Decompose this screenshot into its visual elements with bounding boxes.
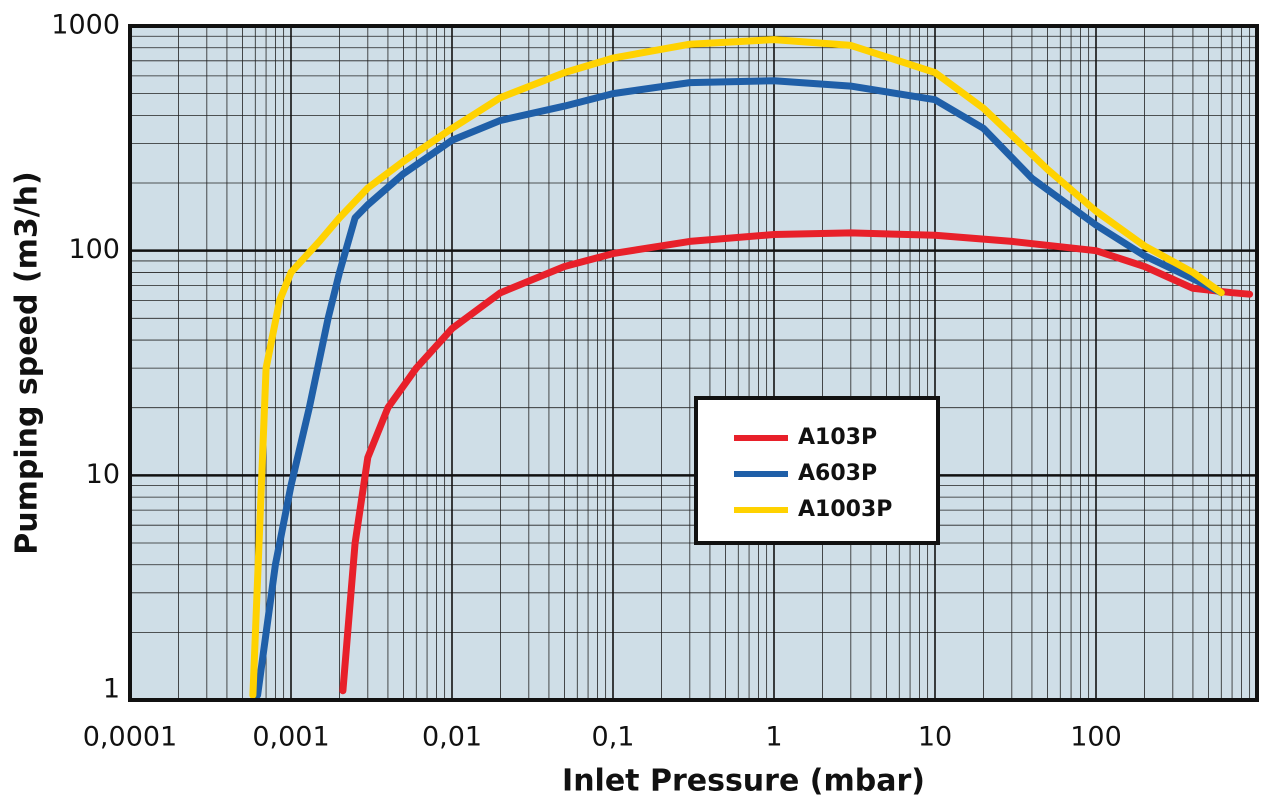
legend-label: A103P (798, 425, 877, 450)
legend-box (694, 396, 940, 545)
legend-label: A1003P (798, 497, 892, 522)
y-axis-title: Pumping speed (m3/h) (10, 171, 45, 554)
x-tick-label: 0,01 (422, 722, 482, 753)
x-tick-label: 0,1 (592, 722, 635, 753)
series-line (249, 36, 1225, 699)
x-tick-label: 1 (765, 722, 782, 753)
series-line (339, 229, 1254, 695)
x-tick-label: 0,0001 (83, 722, 177, 753)
legend-label: A603P (798, 461, 877, 486)
x-tick-label: 10 (918, 722, 952, 753)
x-tick-label: 0,001 (252, 722, 329, 753)
x-tick-label: 100 (1070, 722, 1122, 753)
y-tick-label: 1000 (51, 10, 120, 41)
plot-frame (128, 24, 1259, 702)
series-line (254, 77, 1225, 699)
y-tick-label: 100 (68, 234, 120, 265)
plot-background (130, 26, 1257, 700)
x-axis-title: Inlet Pressure (mbar) (562, 764, 925, 799)
y-tick-label: 1 (103, 674, 120, 705)
y-tick-label: 10 (86, 459, 120, 490)
